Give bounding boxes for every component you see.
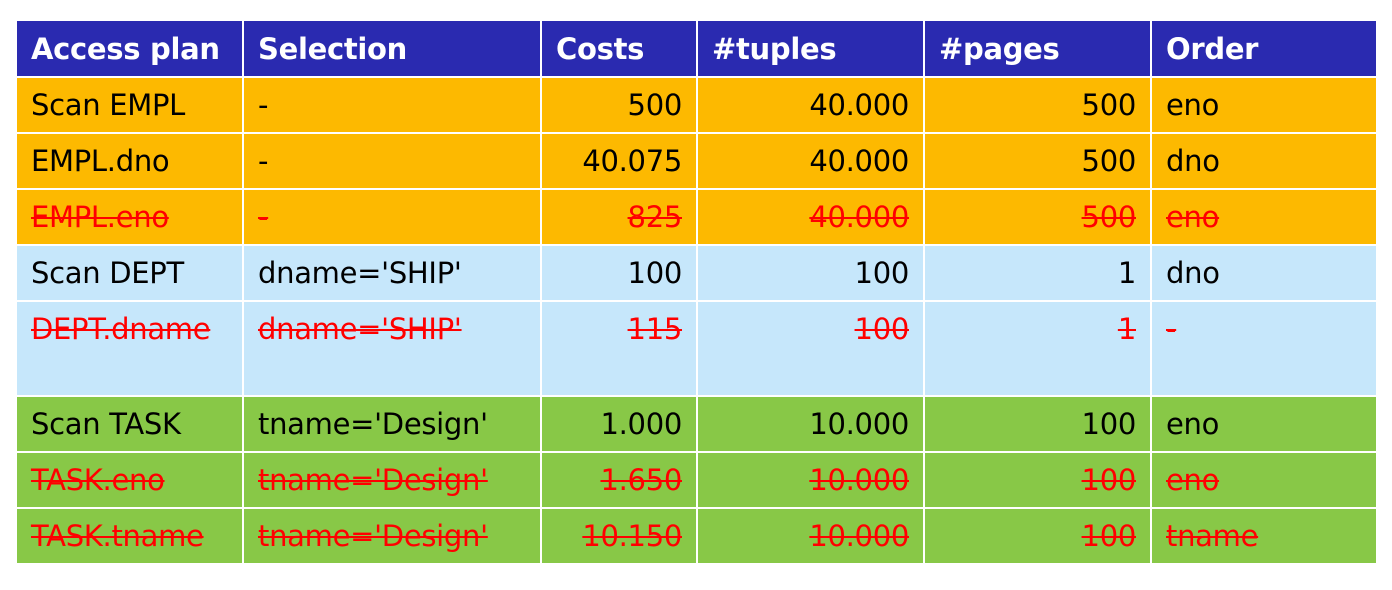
cell-order: eno: [1150, 76, 1378, 134]
cell-selection: dname='SHIP': [242, 300, 542, 397]
cell-tuples: 40.000: [696, 188, 925, 246]
header-order: Order: [1150, 19, 1378, 78]
cell-selection: tname='Design': [242, 395, 542, 453]
cell-tuples: 100: [696, 300, 925, 397]
cell-selection: -: [242, 132, 542, 190]
cell-access-plan: TASK.tname: [15, 507, 244, 565]
cell-pages: 100: [923, 507, 1152, 565]
cell-tuples: 40.000: [696, 76, 925, 134]
cell-tuples: 10.000: [696, 395, 925, 453]
table-row: Scan DEPT dname='SHIP' 100 100 1 dno: [15, 244, 1378, 302]
cell-access-plan: Scan DEPT: [15, 244, 244, 302]
cell-pages: 500: [923, 132, 1152, 190]
table-row-struck: DEPT.dname dname='SHIP' 115 100 1 -: [15, 300, 1378, 397]
cell-order: tname: [1150, 507, 1378, 565]
cell-access-plan: EMPL.eno: [15, 188, 244, 246]
cell-pages: 100: [923, 395, 1152, 453]
cell-costs: 100: [540, 244, 698, 302]
header-row: Access plan Selection Costs #tuples #pag…: [15, 19, 1378, 78]
access-plan-table: Access plan Selection Costs #tuples #pag…: [15, 19, 1378, 565]
cell-access-plan: DEPT.dname: [15, 300, 244, 397]
cell-costs: 115: [540, 300, 698, 397]
cell-order: -: [1150, 300, 1378, 397]
cell-costs: 1.650: [540, 451, 698, 509]
cell-pages: 1: [923, 300, 1152, 397]
cell-costs: 1.000: [540, 395, 698, 453]
cell-access-plan: Scan TASK: [15, 395, 244, 453]
cell-costs: 40.075: [540, 132, 698, 190]
cell-access-plan: EMPL.dno: [15, 132, 244, 190]
cell-costs: 10.150: [540, 507, 698, 565]
cell-selection: dname='SHIP': [242, 244, 542, 302]
header-selection: Selection: [242, 19, 542, 78]
cell-pages: 500: [923, 188, 1152, 246]
table-row-struck: TASK.tname tname='Design' 10.150 10.000 …: [15, 507, 1378, 565]
cell-order: dno: [1150, 132, 1378, 190]
cell-order: dno: [1150, 244, 1378, 302]
table-row-struck: EMPL.eno - 825 40.000 500 eno: [15, 188, 1378, 246]
header-tuples: #tuples: [696, 19, 925, 78]
cell-pages: 1: [923, 244, 1152, 302]
cell-order: eno: [1150, 188, 1378, 246]
cell-selection: -: [242, 188, 542, 246]
cell-tuples: 10.000: [696, 507, 925, 565]
cell-tuples: 10.000: [696, 451, 925, 509]
cell-tuples: 100: [696, 244, 925, 302]
header-pages: #pages: [923, 19, 1152, 78]
table-row: Scan TASK tname='Design' 1.000 10.000 10…: [15, 395, 1378, 453]
cell-costs: 825: [540, 188, 698, 246]
header-access-plan: Access plan: [15, 19, 244, 78]
cell-selection: tname='Design': [242, 451, 542, 509]
cell-pages: 500: [923, 76, 1152, 134]
cell-access-plan: Scan EMPL: [15, 76, 244, 134]
table-row: Scan EMPL - 500 40.000 500 eno: [15, 76, 1378, 134]
cell-selection: tname='Design': [242, 507, 542, 565]
cell-tuples: 40.000: [696, 132, 925, 190]
table-row: EMPL.dno - 40.075 40.000 500 dno: [15, 132, 1378, 190]
cell-access-plan: TASK.eno: [15, 451, 244, 509]
cell-order: eno: [1150, 451, 1378, 509]
cell-order: eno: [1150, 395, 1378, 453]
cell-selection: -: [242, 76, 542, 134]
cell-pages: 100: [923, 451, 1152, 509]
header-costs: Costs: [540, 19, 698, 78]
table-row-struck: TASK.eno tname='Design' 1.650 10.000 100…: [15, 451, 1378, 509]
cell-costs: 500: [540, 76, 698, 134]
